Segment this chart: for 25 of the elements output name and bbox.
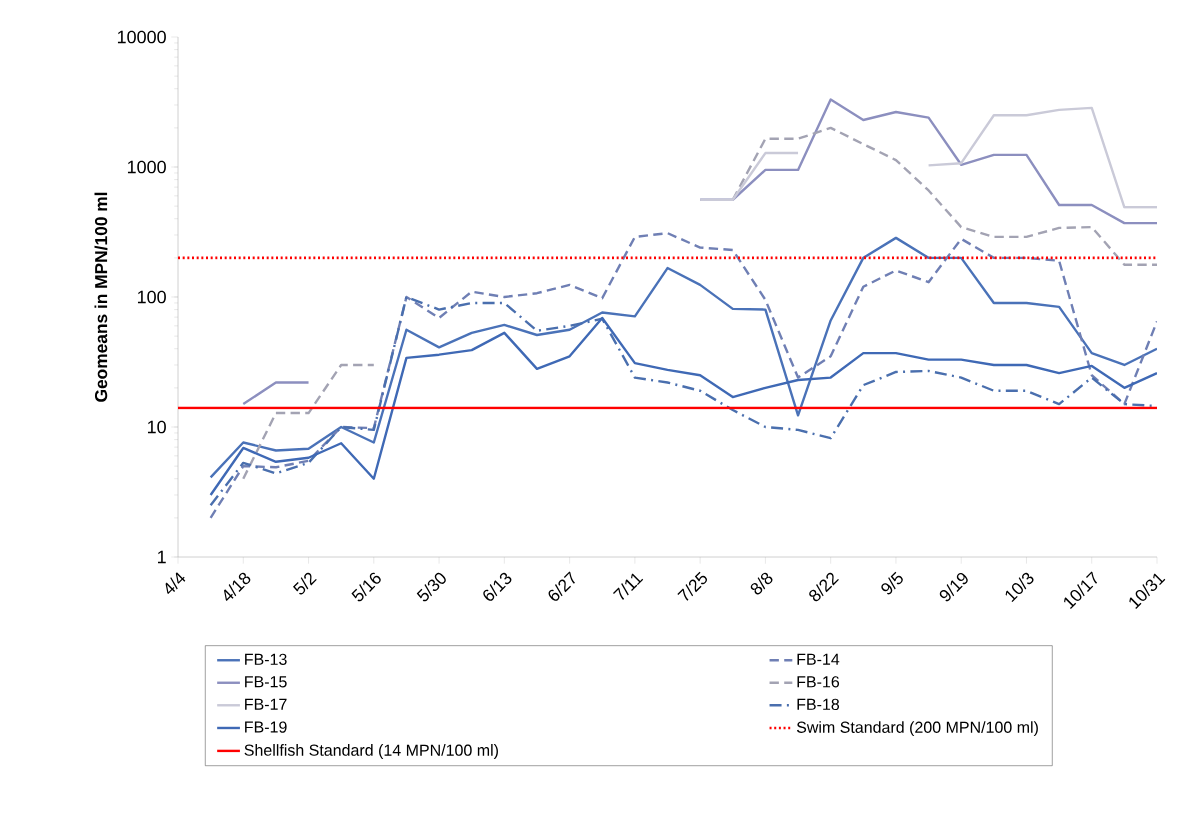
legend-label: FB-15 [245, 676, 287, 688]
y-axis-title: Geomeans in MPN/100 ml [94, 192, 108, 402]
x-tick-label: 6/13 [483, 572, 512, 601]
x-tick-label: 8/8 [750, 572, 773, 595]
legend-label: Shellfish Standard (14 MPN/100 ml) [244, 744, 498, 760]
x-tick-label: 9/19 [939, 572, 968, 602]
x-tick-label: 5/2 [292, 572, 317, 595]
legend-label: FB-19 [245, 721, 287, 733]
legend-label: FB-13 [245, 653, 287, 665]
y-tick-label: 1000 [127, 160, 166, 174]
x-tick-label: 7/25 [677, 571, 708, 601]
x-tick-label: 7/11 [613, 573, 644, 600]
legend-label: FB-18 [797, 698, 840, 710]
x-tick-label: 9/5 [881, 571, 903, 595]
y-tick-label: 1 [158, 550, 166, 564]
legend-label: FB-14 [797, 653, 840, 665]
y-tick-label: 10 [147, 420, 166, 434]
legend-label: FB-16 [797, 676, 840, 688]
x-tick-label: 4/4 [165, 572, 186, 595]
y-tick-label: 10000 [117, 30, 166, 44]
y-tick-label: 100 [137, 290, 166, 304]
legend-label: Swim Standard (200 MPN/100 ml) [796, 721, 1038, 737]
legend-label: FB-17 [245, 698, 287, 710]
x-tick-label: 4/18 [224, 572, 251, 601]
line-series [209, 231, 1158, 520]
